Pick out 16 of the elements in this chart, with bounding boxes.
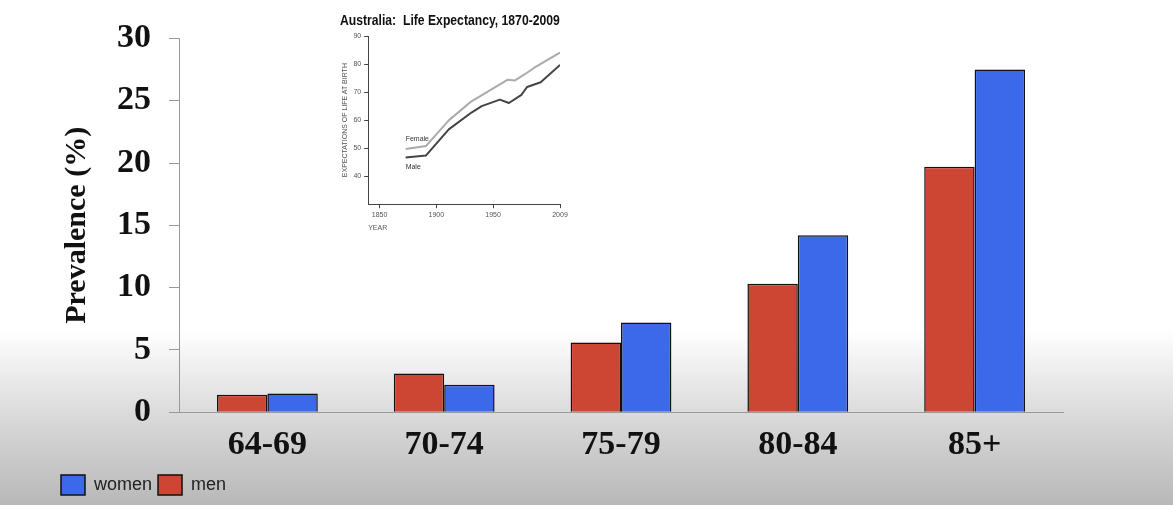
x-tick-label: 85+ <box>947 424 1002 462</box>
y-tick-label: 30 <box>117 17 151 55</box>
y-tick-label: 20 <box>117 141 151 179</box>
y-tick-label: 5 <box>134 328 151 366</box>
x-tick-label: 70-74 <box>404 424 484 462</box>
x-tick-label: 75-79 <box>581 424 661 462</box>
y-tick-label: 15 <box>117 204 151 242</box>
y-tick-label: 10 <box>117 266 151 304</box>
y-axis-title: Prevalence (%) <box>57 126 92 324</box>
legend-label: men <box>191 473 227 494</box>
y-tick-label: 0 <box>134 390 151 428</box>
legend-label: women <box>93 473 153 494</box>
y-tick-label: 25 <box>117 79 151 117</box>
x-tick-label: 64-69 <box>227 424 308 462</box>
x-tick-label: 80-84 <box>758 424 838 462</box>
chart-title: Australia: Life Expectancy, 1870-2009 <box>340 11 561 29</box>
